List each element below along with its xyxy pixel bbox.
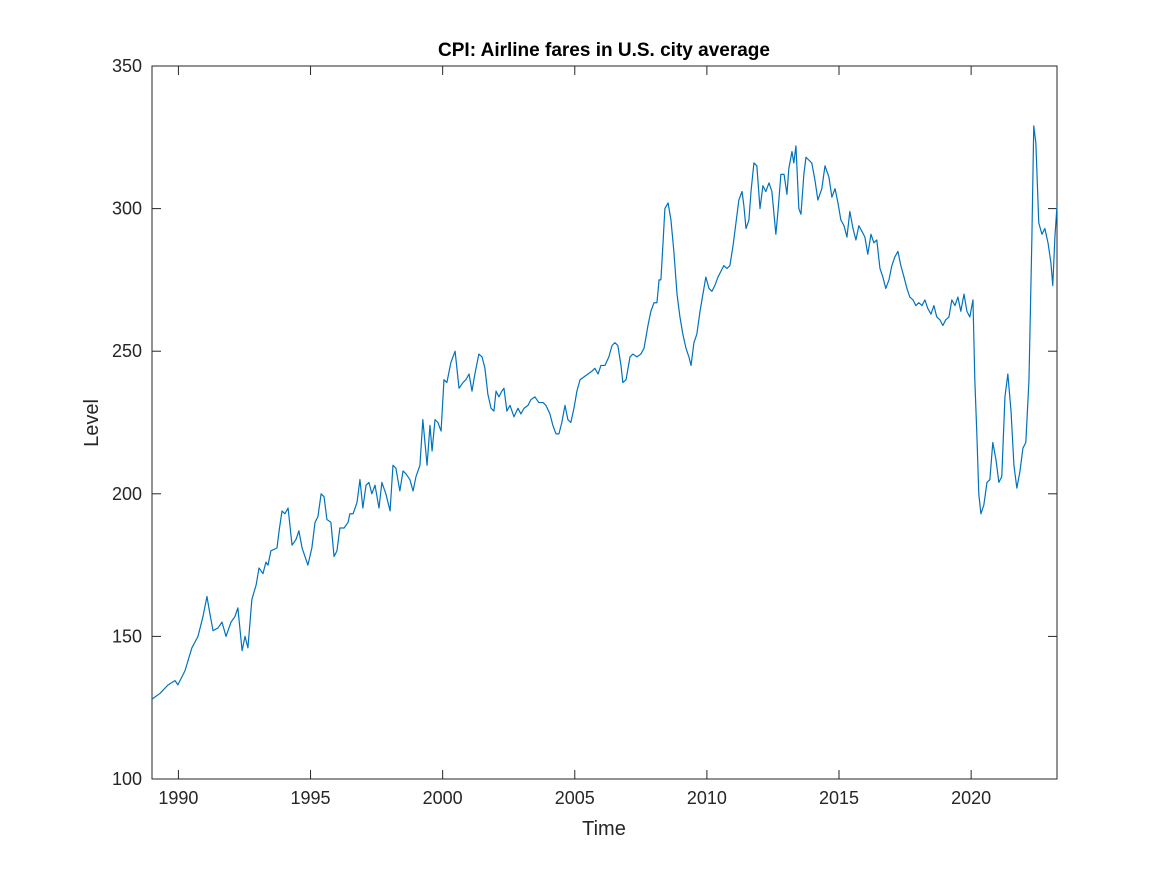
- x-tick-label: 1995: [291, 788, 331, 808]
- y-tick-label: 250: [112, 341, 142, 361]
- x-tick-label: 2000: [423, 788, 463, 808]
- y-tick-label: 350: [112, 56, 142, 76]
- y-tick-label: 300: [112, 199, 142, 219]
- x-tick-label: 2010: [687, 788, 727, 808]
- x-tick-label: 2015: [819, 788, 859, 808]
- y-tick-label: 150: [112, 626, 142, 646]
- x-tick-label: 2020: [951, 788, 991, 808]
- data-line: [151, 125, 1058, 700]
- y-tick-label: 200: [112, 484, 142, 504]
- x-axis-label: Time: [582, 818, 626, 840]
- x-tick-label: 2005: [555, 788, 595, 808]
- y-tick-label: 100: [112, 769, 142, 789]
- x-tick-label: 1990: [158, 788, 198, 808]
- plot-frame: [151, 65, 1058, 780]
- chart-title: CPI: Airline fares in U.S. city average: [438, 40, 770, 61]
- y-axis-label: Level: [81, 399, 103, 447]
